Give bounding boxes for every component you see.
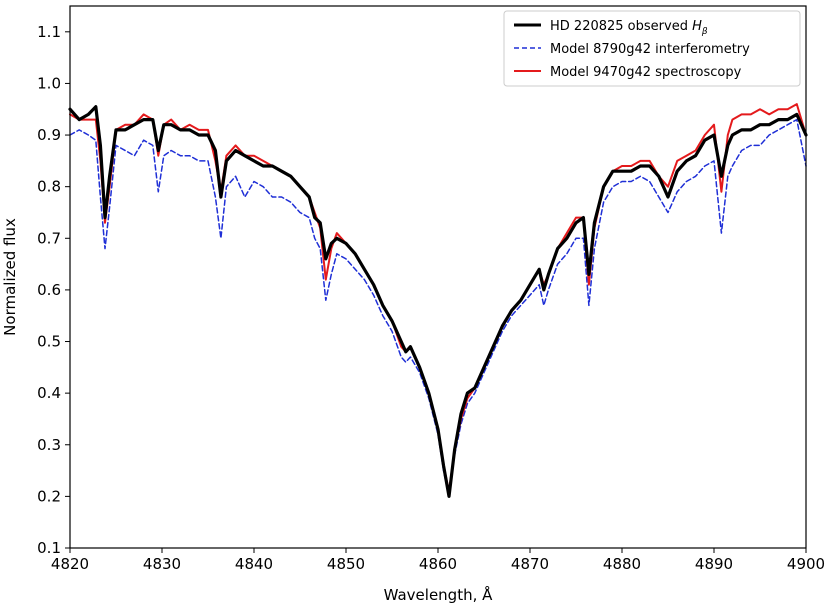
x-tick-label: 4850 <box>327 555 365 573</box>
y-tick-label: 0.7 <box>37 229 61 247</box>
x-tick-label: 4840 <box>235 555 273 573</box>
legend-label-observed: HD 220825 observed Hβ <box>550 19 708 37</box>
y-axis-label: Normalized flux <box>1 218 19 336</box>
x-tick-label: 4870 <box>511 555 549 573</box>
y-tick-label: 1.0 <box>37 74 61 92</box>
legend: HD 220825 observed Hβ Model 8790g42 inte… <box>503 10 801 87</box>
series-layer <box>68 103 808 498</box>
legend-label-interferometry: Model 8790g42 interferometry <box>550 42 750 57</box>
y-tick-label: 0.8 <box>37 178 61 196</box>
x-tick-label: 4890 <box>695 555 733 573</box>
x-axis-label: Wavelength, Å <box>384 585 494 604</box>
y-tick-label: 0.3 <box>37 436 61 454</box>
legend-box <box>503 10 801 87</box>
y-tick-label: 0.9 <box>37 126 61 144</box>
y-axis: 0.1 0.2 0.3 0.4 0.5 0.6 0.7 0.8 0.9 1.0 1.1 <box>37 23 70 557</box>
legend-label-spectroscopy: Model 9470g42 spectroscopy <box>550 65 742 80</box>
x-axis: 4820 4830 4840 4850 4860 4870 4880 4890 4900 <box>51 548 825 573</box>
x-tick-label: 4880 <box>603 555 641 573</box>
y-tick-label: 0.6 <box>37 281 61 299</box>
y-tick-label: 0.4 <box>37 384 61 402</box>
y-tick-label: 0.2 <box>37 487 61 505</box>
y-tick-label: 1.1 <box>37 23 61 41</box>
x-tick-label: 4900 <box>787 555 825 573</box>
series-line-observed <box>68 105 808 498</box>
x-tick-label: 4830 <box>143 555 181 573</box>
y-tick-label: 0.5 <box>37 333 61 351</box>
y-tick-label: 0.1 <box>37 539 61 557</box>
plot-frame <box>69 5 807 549</box>
x-tick-label: 4820 <box>51 555 89 573</box>
x-tick-label: 4860 <box>419 555 457 573</box>
